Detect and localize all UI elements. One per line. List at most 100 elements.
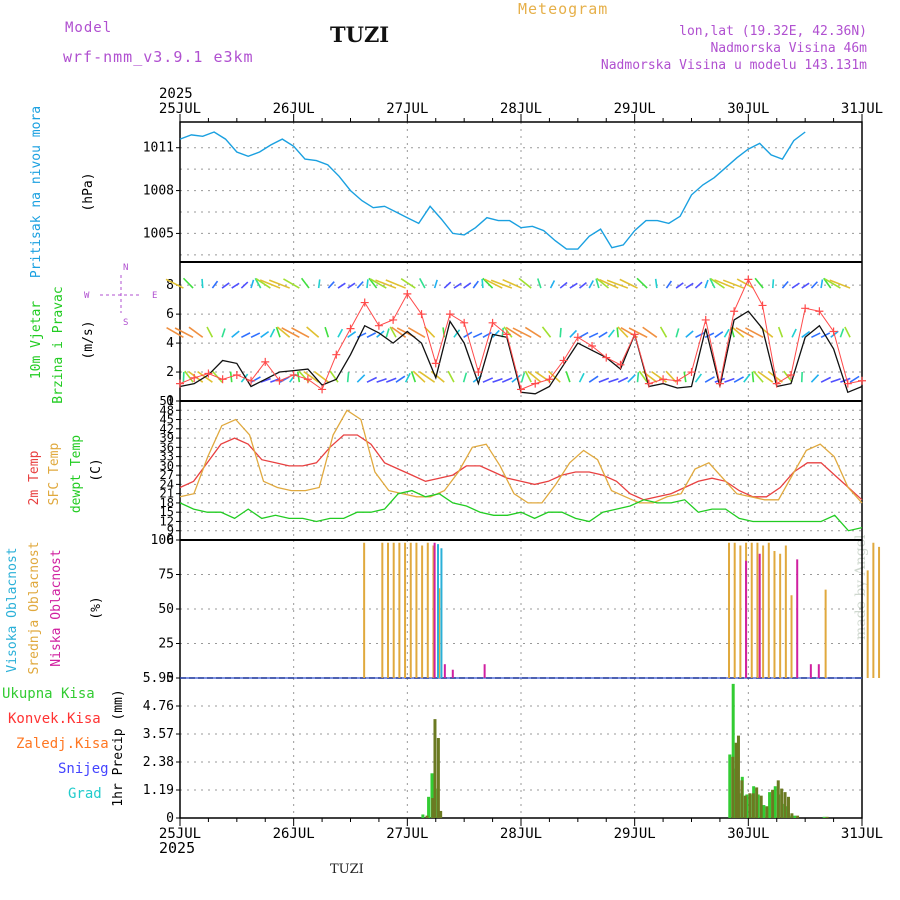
- wind-barb: [260, 377, 271, 383]
- x-tick-label-top: 25JUL: [159, 101, 201, 117]
- wind-gust-marker: [346, 324, 355, 333]
- wind-barb: [617, 376, 629, 383]
- y-tick-label: 1008: [143, 184, 174, 199]
- wind-gust-marker: [573, 333, 582, 342]
- y-tick-label: 0: [166, 394, 174, 409]
- model-label: Model: [65, 20, 113, 36]
- wind-unit: (m/s): [81, 320, 96, 359]
- wind-gust-marker: [360, 298, 369, 307]
- x-tick-label-bottom: 26JUL: [273, 826, 315, 842]
- wind-barb: [659, 326, 668, 338]
- wind-barb: [811, 332, 821, 339]
- precip-legend-3: Snijeg: [58, 761, 109, 777]
- wind-barb: [820, 376, 832, 383]
- wind-barb: [549, 280, 556, 289]
- wind-gust-marker: [176, 379, 184, 388]
- wind-barb: [617, 326, 629, 338]
- y-tick-label: 30: [160, 459, 174, 473]
- wind-barb: [524, 370, 532, 383]
- wind-barb: [829, 279, 851, 289]
- wind-barb: [276, 326, 291, 338]
- compass-north-label: N: [123, 263, 128, 273]
- wind-barb: [317, 279, 321, 289]
- wind-gust-marker: [474, 368, 483, 377]
- wind-barb: [281, 327, 300, 338]
- wind-barb: [482, 377, 494, 383]
- wind-barb: [588, 332, 599, 339]
- wind-barb: [665, 280, 673, 289]
- wind-barb: [595, 278, 600, 289]
- wind-barb: [240, 281, 249, 289]
- cloud-title-1: Visoka Oblacnost: [5, 547, 20, 672]
- wind-barb: [714, 279, 735, 289]
- x-tick-label-top: 31JUL: [841, 101, 883, 117]
- wind-gust-marker: [289, 370, 298, 379]
- pressure-unit: (hPa): [81, 172, 96, 211]
- wind-barb: [385, 328, 390, 338]
- wind-gust-marker: [502, 330, 511, 339]
- wind-gust-marker: [843, 379, 852, 388]
- cloud-title-3: Niska Oblacnost: [49, 549, 64, 666]
- x-tick-label-top: 28JUL: [500, 101, 542, 117]
- temp-title-1: 2m Temp: [27, 450, 42, 505]
- y-tick-label: 27: [160, 468, 174, 482]
- wind-barb: [410, 371, 417, 383]
- temp-title-2: SFC Temp: [47, 443, 62, 506]
- y-tick-label: 21: [160, 487, 174, 501]
- wind-barb: [527, 370, 542, 383]
- y-tick-label: 4.76: [143, 699, 174, 714]
- wind-gust-marker: [602, 353, 611, 362]
- wind-gust-marker: [644, 379, 653, 388]
- wind-barb: [502, 278, 522, 289]
- wind-barb: [751, 371, 755, 383]
- cloud-title-2: Srednja Oblacnost: [27, 541, 42, 674]
- wind-barb: [184, 370, 194, 383]
- wind-gust-marker: [232, 370, 241, 379]
- y-tick-label: 15: [160, 505, 174, 519]
- y-tick-label: 6: [167, 533, 174, 547]
- compass-west-label: W: [84, 291, 90, 301]
- wind-gust-marker: [445, 310, 454, 319]
- precip-title: 1hr Precip (mm): [111, 689, 126, 806]
- wind-barb: [754, 277, 764, 289]
- wind-barb: [654, 278, 658, 289]
- wind-barb: [735, 327, 754, 338]
- x-tick-label-bottom: 31JUL: [841, 826, 883, 842]
- elevation: Nadmorska Visina 46m: [710, 41, 867, 56]
- wind-barb: [616, 327, 619, 338]
- y-tick-label: 3.57: [143, 727, 174, 742]
- wind-barb: [541, 326, 552, 338]
- wind-gust-marker: [417, 310, 426, 319]
- y-tick-label: 0: [166, 811, 174, 826]
- wind-barb: [619, 278, 638, 289]
- wind-barb: [743, 373, 751, 383]
- wind-barb: [356, 374, 366, 383]
- y-tick-label: 6: [166, 307, 174, 322]
- wind-barb: [188, 326, 204, 338]
- wind-barb: [736, 278, 754, 289]
- wind-barb: [443, 281, 452, 289]
- wind-barb: [518, 277, 532, 289]
- wind-barb: [366, 279, 369, 289]
- wind-barb: [165, 278, 184, 289]
- wind-barb: [598, 331, 608, 338]
- x-tick-label-top: 26JUL: [273, 101, 315, 117]
- y-tick-label: 9: [167, 524, 174, 538]
- wind-barb: [433, 279, 438, 289]
- wind-barb: [347, 331, 357, 338]
- wind-barb: [578, 372, 585, 383]
- wind-gust-marker: [275, 376, 284, 385]
- wind-barb: [685, 282, 694, 289]
- wind-barb: [849, 375, 860, 383]
- cloud-unit: (%): [89, 596, 104, 619]
- wind-barb: [598, 377, 610, 383]
- wind-barb: [221, 328, 226, 338]
- wind-barb: [268, 279, 290, 289]
- wind-gust-marker: [332, 350, 341, 359]
- x-tick-label-top: 30JUL: [727, 101, 769, 117]
- wind-barb: [395, 375, 406, 383]
- wind-barb: [453, 282, 462, 289]
- wind-barb: [820, 279, 824, 289]
- model-name: wrf-nmm_v3.9.1 e3km: [63, 48, 254, 66]
- wind-barb: [511, 374, 521, 383]
